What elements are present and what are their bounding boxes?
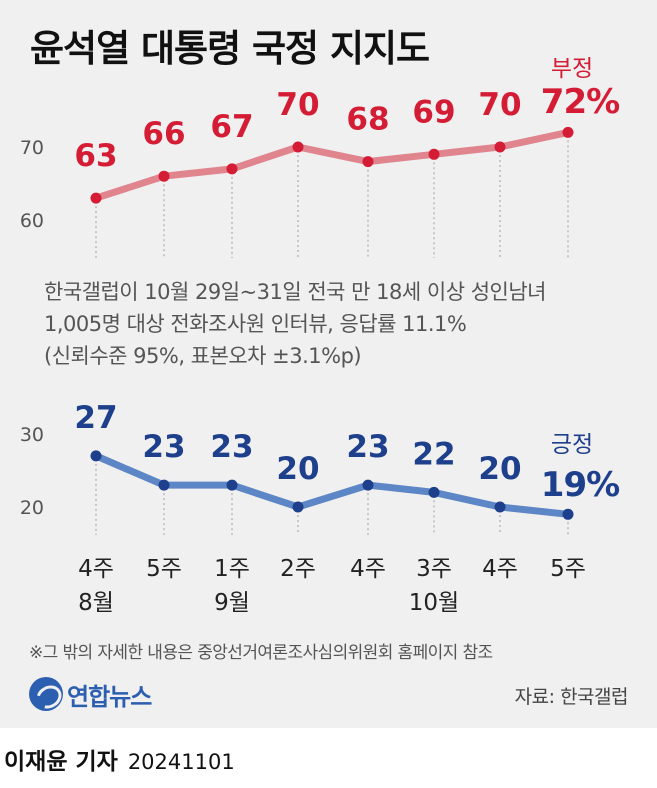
x-axis-week-label: 4주: [350, 556, 386, 582]
negative-data-point: [494, 141, 506, 153]
positive-data-label: 20: [276, 451, 319, 487]
positive-data-label: 23: [210, 429, 253, 465]
x-axis-month-label: 8월: [78, 590, 114, 616]
negative-y-tick-label: 60: [20, 210, 44, 232]
source-label: 자료: 한국갤럽: [514, 686, 629, 708]
negative-data-label: 68: [346, 102, 389, 138]
chart-title: 윤석열 대통령 국정 지지도: [30, 27, 430, 70]
x-axis-week-label: 4주: [78, 556, 114, 582]
yonhap-logo-icon: [29, 677, 63, 711]
negative-data-point: [562, 126, 574, 138]
positive-series-name: 긍정: [551, 432, 593, 458]
positive-data-point: [562, 508, 574, 520]
negative-data-point: [226, 163, 238, 175]
positive-end-value-label: 19%: [541, 465, 619, 505]
x-axis-week-label: 5주: [146, 556, 182, 582]
byline: 이재윤 기자 20241101: [4, 742, 235, 776]
positive-data-point: [362, 479, 374, 491]
x-axis-week-label: 1주: [214, 556, 250, 582]
byline-date: 20241101: [127, 750, 235, 774]
x-axis-week-label: 5주: [550, 556, 586, 582]
positive-data-point: [292, 501, 304, 513]
negative-end-value-label: 72%: [541, 82, 619, 122]
negative-data-label: 67: [210, 109, 253, 145]
x-axis-week-label: 4주: [482, 556, 518, 582]
x-axis-week-label: 2주: [280, 556, 316, 582]
survey-note-line-1: 한국갤럽이 10월 29일~31일 전국 만 18세 이상 성인남녀: [44, 280, 546, 304]
positive-data-label: 22: [412, 436, 455, 472]
positive-data-point: [158, 479, 170, 491]
negative-data-label: 69: [412, 94, 455, 130]
negative-data-label: 70: [478, 87, 521, 123]
survey-note: 한국갤럽이 10월 29일~31일 전국 만 18세 이상 성인남녀 1,005…: [44, 276, 546, 372]
negative-data-point: [362, 156, 374, 168]
infographic-card: 윤석열 대통령 국정 지지도 60 70 63 66 67 70 68 69 70 부정 72% 20…: [0, 0, 657, 728]
negative-y-tick-label: 70: [20, 137, 44, 159]
negative-data-point: [158, 170, 170, 182]
survey-note-line-2: 1,005명 대상 전화조사원 인터뷰, 응답률 11.1%: [44, 312, 467, 336]
negative-data-label: 66: [142, 116, 185, 152]
positive-data-label: 23: [142, 429, 185, 465]
negative-data-point: [292, 141, 304, 153]
positive-data-label: 23: [346, 429, 389, 465]
negative-series-line: [92, 128, 572, 202]
negative-data-label: 63: [74, 138, 117, 174]
byline-author: 이재윤 기자: [4, 749, 118, 775]
positive-data-label: 27: [74, 400, 117, 436]
positive-data-point: [226, 479, 238, 491]
positive-data-point: [90, 450, 102, 462]
positive-series-line: [92, 452, 572, 518]
yonhap-logo-text: 연합뉴스: [67, 682, 152, 711]
x-axis-month-label: 9월: [214, 590, 250, 616]
positive-data-label: 20: [478, 451, 521, 487]
footnote: ※그 밖의 자세한 내용은 중앙선거여론조사심의위원회 홈페이지 참조: [29, 643, 493, 663]
x-axis-month-label: 10월: [409, 590, 459, 616]
x-axis-week-label: 3주: [416, 556, 452, 582]
yonhap-logo: 연합뉴스: [29, 676, 152, 712]
positive-data-point: [494, 501, 506, 513]
negative-data-label: 70: [276, 87, 319, 123]
negative-series-name: 부정: [551, 56, 593, 82]
negative-data-point: [90, 192, 102, 204]
survey-note-line-3: (신뢰수준 95%, 표본오차 ±3.1%p): [44, 344, 362, 368]
positive-y-tick-label: 30: [20, 424, 44, 446]
negative-data-point: [428, 148, 440, 160]
positive-y-tick-label: 20: [20, 497, 44, 519]
positive-data-point: [428, 486, 440, 498]
